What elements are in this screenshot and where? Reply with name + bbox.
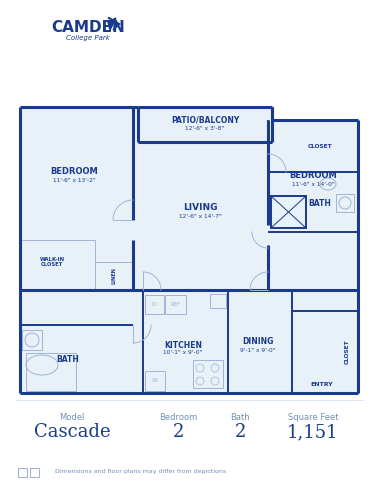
Text: W: W [152,378,158,384]
Text: CAMDEN: CAMDEN [51,20,125,34]
Bar [165,295,186,314]
Text: College Park: College Park [66,35,110,41]
Text: BATH: BATH [56,356,80,365]
Bar [95,262,133,290]
Bar [30,468,39,477]
Polygon shape [108,18,120,30]
Text: 11'-6" x 13'-2": 11'-6" x 13'-2" [53,178,96,183]
Text: REF: REF [170,301,180,307]
Bar [145,371,165,391]
Bar [193,360,223,388]
Text: Bedroom: Bedroom [159,414,197,422]
Text: D: D [152,301,157,307]
Text: 11'-6" x 14'-0": 11'-6" x 14'-0" [291,181,334,187]
Text: 1,151: 1,151 [287,423,339,441]
Text: CLOSET: CLOSET [345,340,349,364]
Text: BATH: BATH [309,199,332,209]
Text: 2: 2 [172,423,184,441]
Polygon shape [20,107,358,393]
Text: 2: 2 [234,423,246,441]
Bar [271,196,306,228]
Text: Dimensions and floor plans may differ from depictions: Dimensions and floor plans may differ fr… [55,469,226,474]
Text: 10'-1" x 9'-0": 10'-1" x 9'-0" [163,350,203,356]
Text: Bath: Bath [230,414,250,422]
Text: Cascade: Cascade [34,423,110,441]
Text: 12'-6" x 3'-8": 12'-6" x 3'-8" [185,125,225,130]
Text: LIVING: LIVING [183,203,217,213]
Text: ENTRY: ENTRY [311,383,334,388]
Text: PATIO/BALCONY: PATIO/BALCONY [171,116,239,124]
Polygon shape [108,18,116,30]
Bar [20,240,95,290]
Bar [145,295,164,314]
Bar [22,330,42,350]
Text: CLOSET: CLOSET [308,144,332,148]
Text: WALK-IN
CLOSET: WALK-IN CLOSET [39,257,64,268]
Text: Square Feet: Square Feet [288,414,338,422]
Bar [26,353,76,391]
Text: BEDROOM: BEDROOM [50,168,98,176]
Bar [336,194,354,212]
Text: LINEN: LINEN [111,268,116,284]
Text: 12'-6" x 14'-7": 12'-6" x 14'-7" [179,215,221,220]
Text: BEDROOM: BEDROOM [289,171,337,179]
Text: 9'-1" x 9'-0": 9'-1" x 9'-0" [240,347,276,352]
Bar [18,468,27,477]
Text: KITCHEN: KITCHEN [164,341,202,349]
Text: Model: Model [59,414,85,422]
Bar [210,294,226,308]
Text: DINING: DINING [242,338,274,346]
